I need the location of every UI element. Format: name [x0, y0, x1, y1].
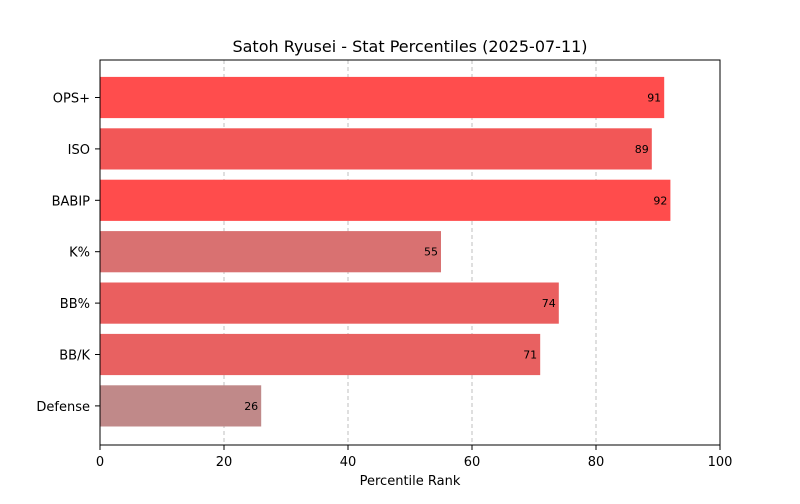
y-axis-ticks: OPS+ ISO BABIP K% BB% BB/K Defense — [36, 92, 100, 415]
x-tick-label: 20 — [216, 455, 233, 470]
bar-value-label: 89 — [635, 143, 649, 156]
y-tick-label: BABIP — [52, 194, 91, 209]
y-tick-label: Defense — [36, 400, 90, 415]
bar — [100, 179, 671, 221]
bars — [100, 76, 671, 427]
bar-value-label: 55 — [424, 246, 438, 259]
y-tick-label: OPS+ — [53, 92, 90, 107]
bar-value-label: 26 — [244, 400, 258, 413]
bar — [100, 282, 559, 324]
data-labels: 91 89 92 55 74 71 26 — [244, 92, 667, 413]
chart-title: Satoh Ryusei - Stat Percentiles (2025-07… — [232, 37, 587, 56]
bar — [100, 385, 262, 427]
x-tick-label: 60 — [464, 455, 481, 470]
x-axis-label: Percentile Rank — [360, 474, 461, 489]
bar-value-label: 71 — [523, 349, 537, 362]
bar — [100, 231, 441, 273]
plot-frame — [99, 59, 721, 446]
y-tick-label: BB% — [60, 297, 90, 312]
bar — [100, 128, 652, 170]
bar — [100, 333, 541, 376]
bar — [100, 76, 665, 119]
bar-value-label: 74 — [542, 297, 556, 310]
x-axis-ticks: 0 20 40 60 80 100 — [96, 445, 733, 470]
y-tick-label: BB/K — [59, 349, 90, 364]
y-tick-label: ISO — [68, 143, 90, 158]
bar-value-label: 92 — [653, 194, 667, 207]
y-tick-label: K% — [69, 246, 90, 261]
x-tick-label: 0 — [96, 455, 104, 470]
x-tick-label: 40 — [340, 455, 357, 470]
x-tick-label: 80 — [588, 455, 605, 470]
bar-value-label: 91 — [647, 92, 661, 105]
x-tick-label: 100 — [708, 455, 733, 470]
